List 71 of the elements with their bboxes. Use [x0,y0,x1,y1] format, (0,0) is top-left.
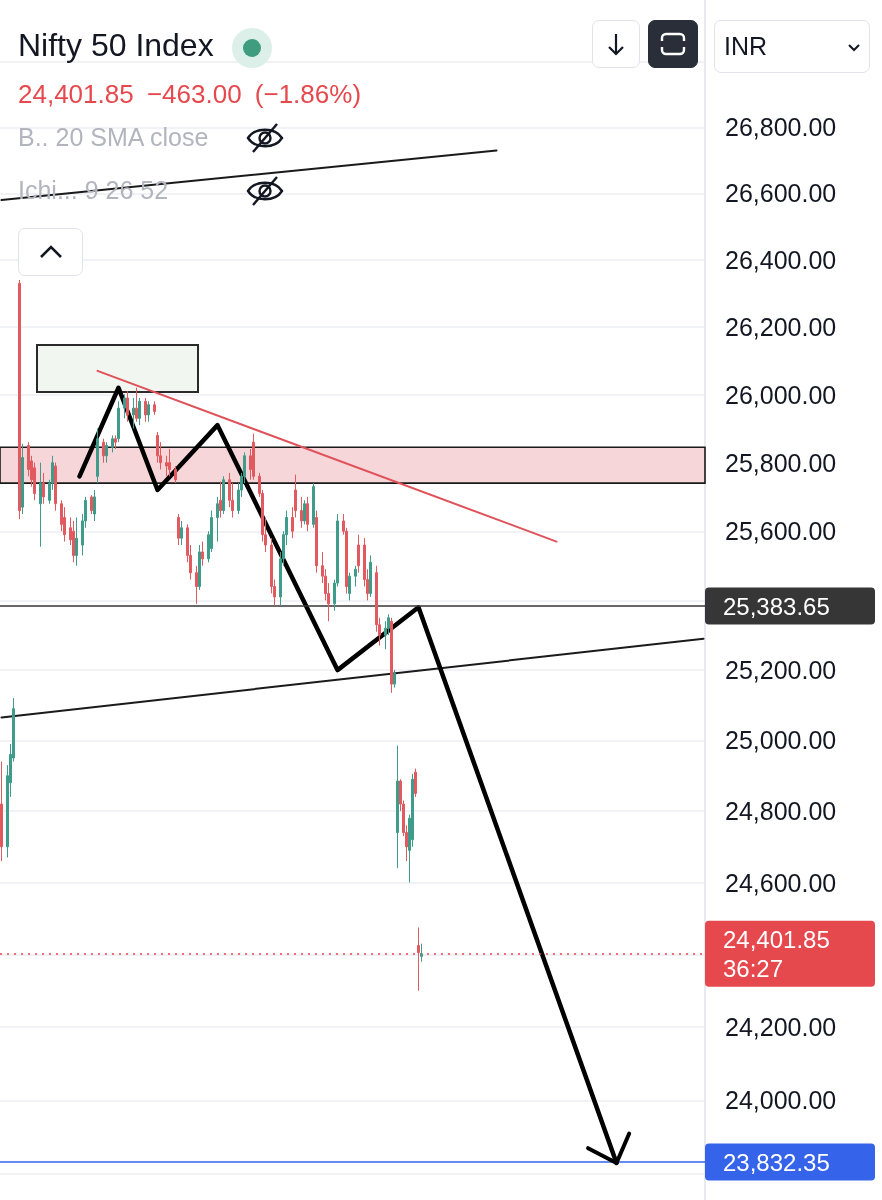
candlestick [177,513,180,546]
candlestick [72,520,75,563]
candlestick [147,400,150,423]
candlestick [390,617,393,694]
line-series [77,385,619,1166]
candlestick [144,397,147,423]
candlestick [414,768,417,798]
candlestick [420,943,423,963]
candlestick [153,400,156,416]
candlestick [117,400,120,443]
candlestick [303,499,306,525]
candlestick [39,462,42,548]
candlestick [393,669,396,689]
candlestick [198,544,201,591]
candlestick [315,510,318,574]
candlestick [132,397,135,430]
ref-line-label: 23,832.35 [723,1148,830,1176]
candlestick [180,520,183,546]
y-tick-label: 24,000.00 [725,1086,837,1115]
candlestick [90,494,93,515]
candlestick [102,438,105,464]
candlestick [222,475,225,515]
y-tick-label: 25,200.00 [725,656,837,685]
y-tick-label: 24,800.00 [725,797,837,826]
candlestick [174,465,177,484]
ref-line-label: 24,401.85 36:27 [723,925,830,982]
candlestick [417,926,420,992]
y-tick-label: 24,200.00 [725,1013,837,1042]
y-tick-label: 26,800.00 [725,113,837,142]
candlestick [114,434,117,450]
y-tick-label: 25,800.00 [725,448,837,477]
y-tick-label: 26,400.00 [725,245,837,274]
candlestick [369,554,372,598]
candlestick [93,489,96,522]
candlestick [96,428,99,484]
candlestick [18,279,21,520]
candlestick [54,462,57,512]
candlestick [219,480,222,518]
candlestick [201,541,204,567]
candlestick [312,482,315,529]
candlestick [195,565,198,605]
candlestick [252,433,255,481]
candlestick [105,441,108,464]
candlestick [168,448,171,477]
text: 24,401.85 −463.00 (−1.86%) [18,79,362,110]
candlestick [306,496,309,532]
annotation: B.. 20 SMA close [18,123,209,152]
candlestick [300,496,303,529]
candlestick [21,443,24,515]
candlestick [75,516,78,567]
ref-line-label: 25,383.65 [723,592,830,620]
candlestick [138,397,141,426]
y-tick-label: 25,600.00 [725,517,837,546]
text: Nifty 50 Index [18,27,214,64]
candlestick [357,534,360,574]
candlestick [348,572,351,601]
candlestick [126,390,129,423]
candlestick [216,496,219,543]
candlestick [123,394,126,419]
y-tick-label: 26,000.00 [725,380,837,409]
y-tick-label: 24,600.00 [725,868,837,897]
candlestick [396,745,399,869]
y-tick-label: 26,200.00 [725,313,837,341]
y-tick-label: 26,600.00 [725,179,837,208]
candlestick [354,565,357,588]
candlestick [135,387,138,423]
candlestick [42,472,45,505]
y-tick-label: 25,000.00 [725,726,837,755]
candlestick [111,434,114,453]
currency-dropdown: INR [714,20,870,73]
candlestick [0,761,3,862]
